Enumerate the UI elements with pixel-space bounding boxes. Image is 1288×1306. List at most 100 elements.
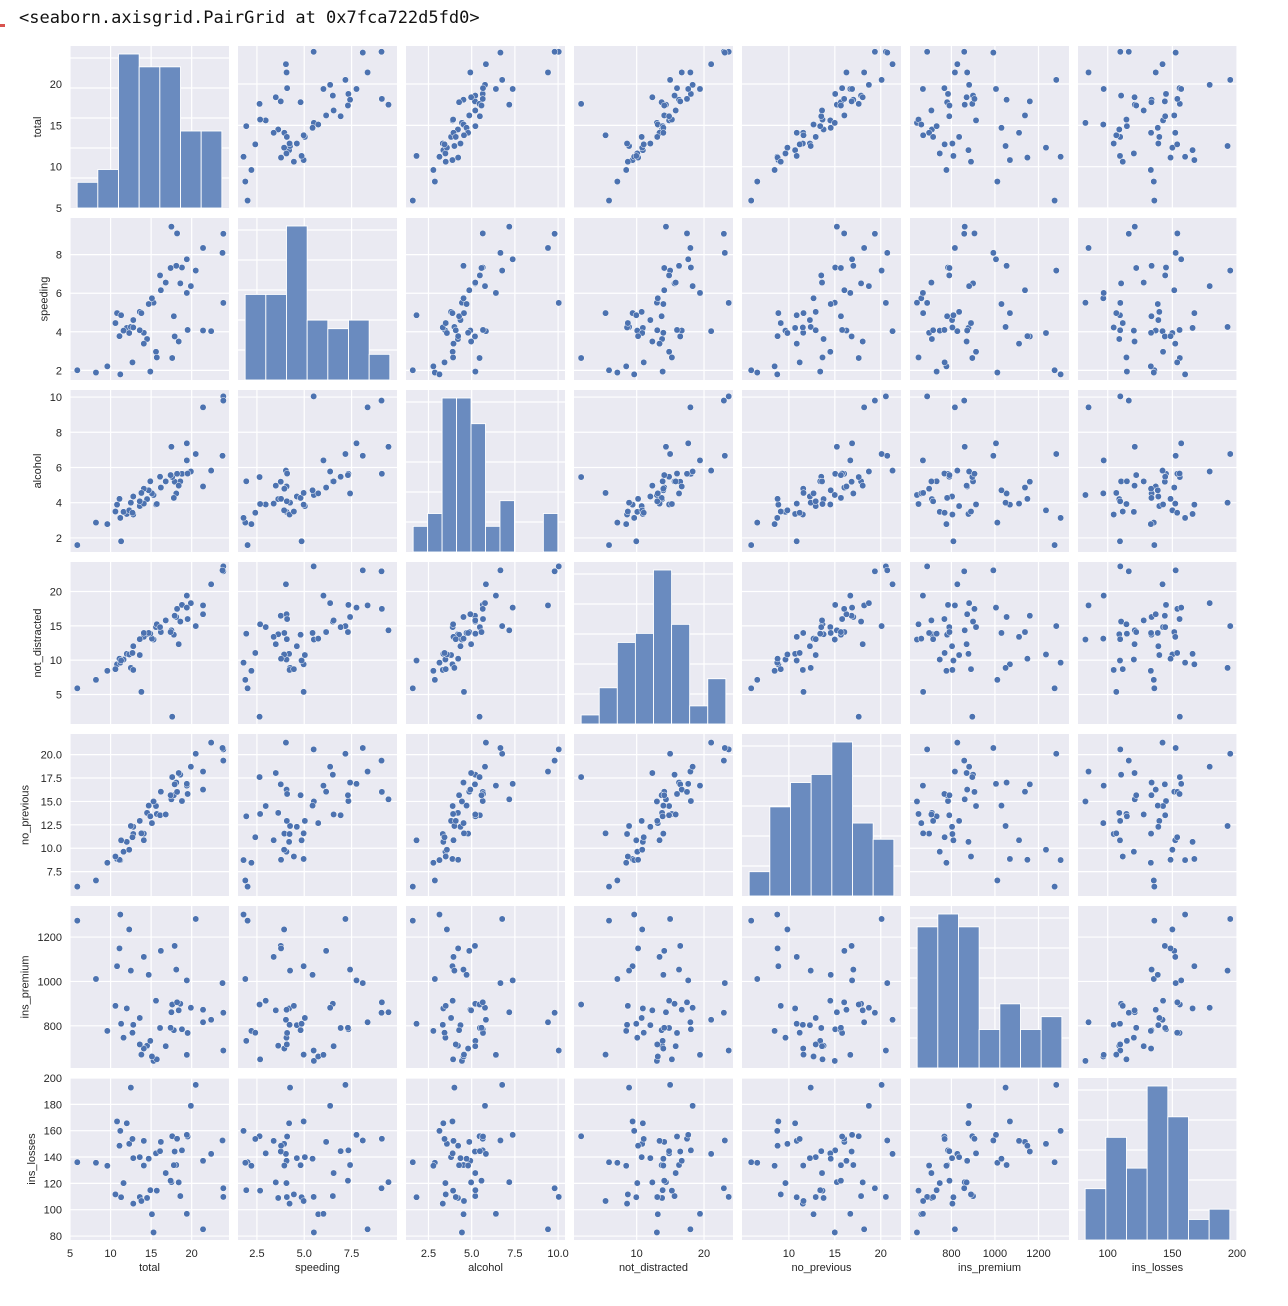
scatter-point — [479, 326, 487, 334]
scatter-point — [1148, 966, 1156, 974]
scatter-point — [857, 279, 865, 287]
pairgrid-repr-text: <seaborn.axisgrid.PairGrid at 0x7fca722d… — [19, 8, 480, 28]
scatter-point — [262, 997, 270, 1005]
scatter-point — [1006, 1117, 1014, 1125]
scatter-point — [773, 370, 781, 378]
scatter-point — [551, 48, 559, 56]
scatter-point — [837, 471, 845, 479]
scatter-point — [337, 623, 345, 631]
scatter-point — [344, 628, 352, 636]
scatter-point — [145, 300, 153, 308]
scatter-point — [878, 1081, 886, 1089]
scatter-point — [184, 1029, 192, 1037]
scatter-point — [136, 1040, 144, 1048]
scatter-point — [282, 60, 290, 68]
scatter-point — [634, 1142, 642, 1150]
scatter-point — [820, 1194, 828, 1202]
scatter-point — [290, 158, 298, 166]
scatter-point — [219, 1009, 227, 1017]
scatter-point — [1172, 49, 1180, 57]
scatter-point — [659, 485, 667, 493]
scatter-point — [812, 133, 820, 141]
scatter-point — [942, 667, 950, 675]
scatter-point — [810, 489, 817, 497]
y-tick-label: 180 — [44, 1099, 62, 1111]
scatter-point — [646, 493, 654, 500]
scatter-point — [721, 49, 729, 57]
scatter-point — [385, 443, 392, 451]
scatter-point — [322, 947, 330, 955]
scatter-point — [622, 520, 630, 528]
scatter-point — [965, 838, 972, 846]
scatter-point — [940, 615, 948, 623]
scatter-point — [187, 1004, 195, 1012]
scatter-point — [915, 500, 922, 508]
scatter-point — [859, 93, 867, 101]
scatter-point — [137, 1051, 145, 1059]
scatter-point — [111, 1002, 119, 1010]
scatter-point — [449, 997, 457, 1005]
scatter-point — [298, 537, 306, 545]
scatter-point — [476, 112, 484, 120]
scatter-point — [146, 368, 154, 376]
scatter-point — [963, 786, 971, 794]
scatter-point — [1173, 95, 1181, 103]
scatter-point — [943, 312, 951, 320]
scatter-point — [782, 149, 789, 157]
scatter-point — [676, 97, 684, 105]
scatter-point — [136, 635, 144, 643]
scatter-point — [624, 1190, 632, 1198]
scatter-point — [454, 1142, 462, 1150]
scatter-point — [1147, 791, 1155, 799]
scatter-point — [341, 76, 349, 84]
scatter-point — [219, 1047, 227, 1054]
scatter-point — [117, 1020, 125, 1028]
y-tick-label: 4 — [56, 327, 62, 339]
scatter-point — [998, 1155, 1005, 1163]
scatter-point — [429, 859, 437, 867]
scatter-point — [818, 1042, 826, 1050]
scatter-point — [509, 1131, 517, 1139]
scatter-point — [544, 68, 552, 76]
scatter-point — [256, 473, 264, 481]
scatter-point — [929, 326, 937, 334]
scatter-point — [1159, 580, 1166, 588]
scatter-point — [184, 326, 192, 334]
scatter-point — [889, 60, 896, 68]
scatter-point — [807, 967, 815, 975]
scatter-point — [944, 90, 952, 98]
scatter-point — [1147, 494, 1155, 502]
scatter-point — [1162, 90, 1170, 98]
scatter-point — [277, 944, 285, 952]
scatter-point — [117, 537, 125, 545]
scatter-point — [481, 599, 489, 607]
scatter-point — [793, 340, 801, 348]
scatter-point — [992, 439, 1000, 447]
scatter-point — [137, 1197, 145, 1205]
scatter-point — [199, 1225, 207, 1233]
scatter-point — [831, 470, 839, 478]
scatter-point — [837, 1161, 845, 1169]
scatter-point — [301, 817, 309, 825]
scatter-point — [1003, 96, 1011, 104]
scatter-point — [865, 282, 873, 290]
scatter-point — [256, 500, 264, 508]
scatter-point — [933, 1186, 941, 1194]
scatter-point — [796, 1135, 804, 1143]
scatter-point — [270, 500, 278, 508]
scatter-point — [247, 1162, 255, 1170]
scatter-point — [838, 326, 846, 334]
scatter-point — [807, 323, 815, 331]
scatter-point — [816, 368, 824, 376]
scatter-point — [443, 329, 451, 337]
scatter-point — [771, 667, 779, 675]
y-axis-label: no_previous — [19, 785, 31, 845]
scatter-point — [460, 294, 468, 302]
scatter-point — [478, 102, 485, 109]
histogram-bar — [97, 169, 119, 209]
scatter-point — [840, 998, 848, 1006]
scatter-point — [683, 470, 691, 478]
scatter-point — [314, 635, 322, 643]
scatter-point — [178, 1025, 186, 1033]
panel-speeding-vs-speeding — [238, 218, 397, 381]
